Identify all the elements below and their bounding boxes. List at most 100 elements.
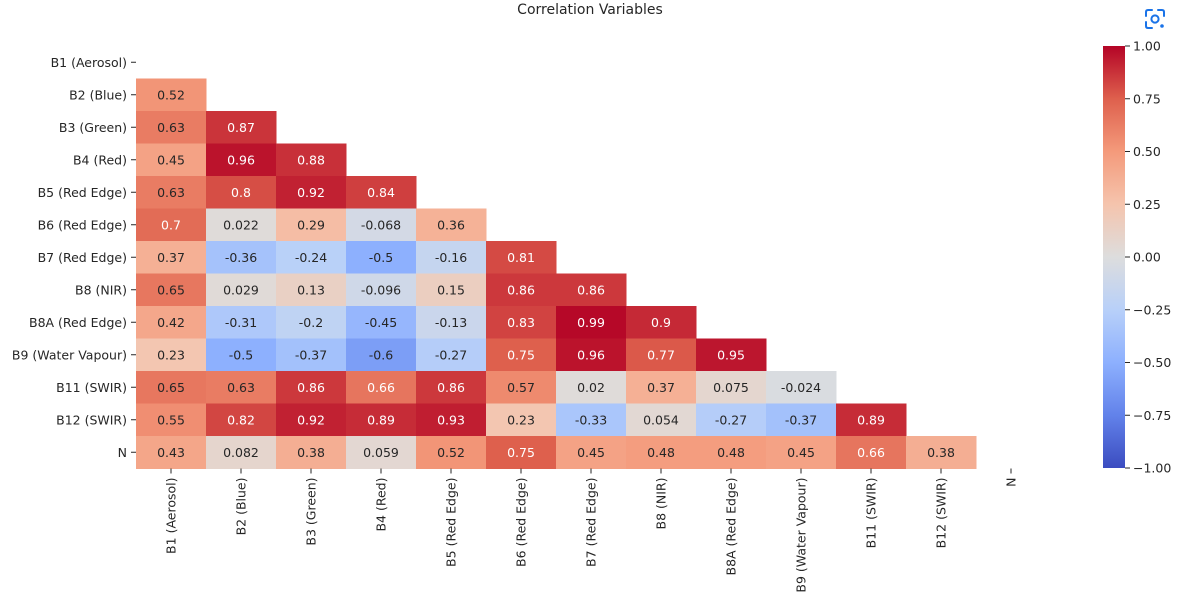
cell-value-label: 0.37 [647, 380, 675, 395]
column-label: B5 (Red Edge) [444, 478, 459, 567]
heatmap-cell [346, 208, 417, 242]
heatmap-cell [276, 371, 347, 404]
heatmap-cell [346, 371, 417, 404]
cell-value-label: 0.48 [647, 445, 675, 460]
cell-value-label: 0.84 [367, 185, 395, 200]
cell-value-label: 0.88 [297, 152, 325, 167]
heatmap-cell [206, 241, 277, 274]
column-label: B6 (Red Edge) [514, 478, 529, 567]
heatmap-cell [556, 273, 627, 307]
google-lens-icon [1145, 9, 1165, 29]
colorbar [1103, 46, 1125, 468]
heatmap-cell [206, 338, 277, 372]
cell-value-label: 0.23 [507, 412, 535, 427]
cell-value-label: -0.24 [295, 250, 327, 265]
row-label: B1 (Aerosol) [51, 55, 127, 70]
cell-value-label: -0.2 [299, 315, 323, 330]
cell-value-label: 0.66 [857, 445, 885, 460]
colorbar-tick-label: −0.25 [1133, 302, 1171, 317]
row-label: B8A (Red Edge) [29, 315, 127, 330]
cell-value-label: -0.45 [365, 315, 397, 330]
heatmap-cell [136, 208, 207, 242]
column-label: N [1004, 478, 1019, 487]
cell-value-label: 0.7 [161, 217, 181, 232]
cell-value-label: 0.95 [717, 347, 745, 362]
heatmap-cell [206, 176, 277, 209]
cell-value-label: 0.48 [717, 445, 745, 460]
cell-value-label: -0.36 [225, 250, 257, 265]
heatmap-cell [836, 436, 907, 469]
cell-value-label: 0.81 [507, 250, 535, 265]
cell-value-label: 0.9 [651, 315, 671, 330]
column-label: B12 (SWIR) [934, 478, 949, 549]
colorbar-tick-label: −1.00 [1133, 461, 1171, 476]
cell-value-label: 0.92 [297, 185, 325, 200]
heatmap-cell [626, 436, 697, 469]
heatmap-cell [136, 241, 207, 274]
heatmap-cell [416, 208, 487, 242]
heatmap-cell [556, 403, 627, 437]
column-label: B8A (Red Edge) [724, 478, 739, 576]
cell-value-label: 0.65 [157, 282, 185, 297]
heatmap-cell [136, 78, 207, 112]
cell-value-label: 0.57 [507, 380, 535, 395]
cell-value-label: 0.13 [297, 282, 325, 297]
heatmap-cell [206, 208, 277, 242]
heatmap-cell [626, 306, 697, 339]
row-labels: B1 (Aerosol) B2 (Blue) B3 (Green) B4 (Red) B… [12, 55, 136, 460]
heatmap-cell [136, 273, 207, 307]
heatmap-cell [136, 371, 207, 404]
cell-value-label: 0.059 [363, 445, 399, 460]
cell-value-label: 0.86 [437, 380, 465, 395]
heatmap-cell [206, 436, 277, 469]
heatmap-cell [416, 273, 487, 307]
heatmap-cell [696, 403, 767, 437]
heatmap-cell [276, 143, 347, 177]
cell-value-label: -0.13 [435, 315, 467, 330]
heatmap-cell [626, 371, 697, 404]
heatmap-cell [626, 338, 697, 372]
cell-value-label: -0.096 [361, 282, 401, 297]
cell-value-label: 0.43 [157, 445, 185, 460]
cell-value-label: -0.37 [295, 347, 327, 362]
google-lens-button[interactable] [1137, 4, 1173, 34]
heatmap-cell [136, 143, 207, 177]
heatmap-cell [346, 241, 417, 274]
cell-value-label: -0.31 [225, 315, 257, 330]
heatmap-cell [486, 306, 557, 339]
heatmap-cell [276, 241, 347, 274]
column-label: B2 (Blue) [234, 478, 249, 536]
cell-value-label: -0.27 [435, 347, 467, 362]
heatmap-cell [136, 111, 207, 144]
heatmap-cell [136, 306, 207, 339]
cell-value-label: -0.068 [361, 217, 401, 232]
cell-value-label: 0.87 [227, 120, 255, 135]
heatmap-cell [486, 371, 557, 404]
colorbar-tick-label: 0.75 [1133, 91, 1161, 106]
row-label: N [118, 445, 127, 460]
row-label: B7 (Red Edge) [38, 250, 127, 265]
row-label: B2 (Blue) [69, 87, 127, 102]
heatmap-cell [276, 338, 347, 372]
cell-value-label: 0.38 [297, 445, 325, 460]
colorbar-tick-label: −0.75 [1133, 408, 1171, 423]
cell-value-label: 0.66 [367, 380, 395, 395]
colorbar-tick-label: 1.00 [1133, 39, 1161, 54]
heatmap-cell [766, 436, 837, 469]
heatmap-cell [346, 176, 417, 209]
cell-value-label: 0.63 [157, 185, 185, 200]
cell-value-label: 0.75 [507, 347, 535, 362]
heatmap-cell [416, 403, 487, 437]
heatmap-cell [206, 403, 277, 437]
heatmap-cell [486, 338, 557, 372]
cell-value-label: -0.16 [435, 250, 467, 265]
cell-value-label: -0.27 [715, 412, 747, 427]
cell-value-label: -0.5 [369, 250, 393, 265]
heatmap-cell [136, 338, 207, 372]
column-label: B3 (Green) [304, 478, 319, 546]
cell-value-label: 0.86 [297, 380, 325, 395]
heatmap-cell [136, 403, 207, 437]
cell-value-label: 0.02 [577, 380, 605, 395]
heatmap-cell [276, 208, 347, 242]
